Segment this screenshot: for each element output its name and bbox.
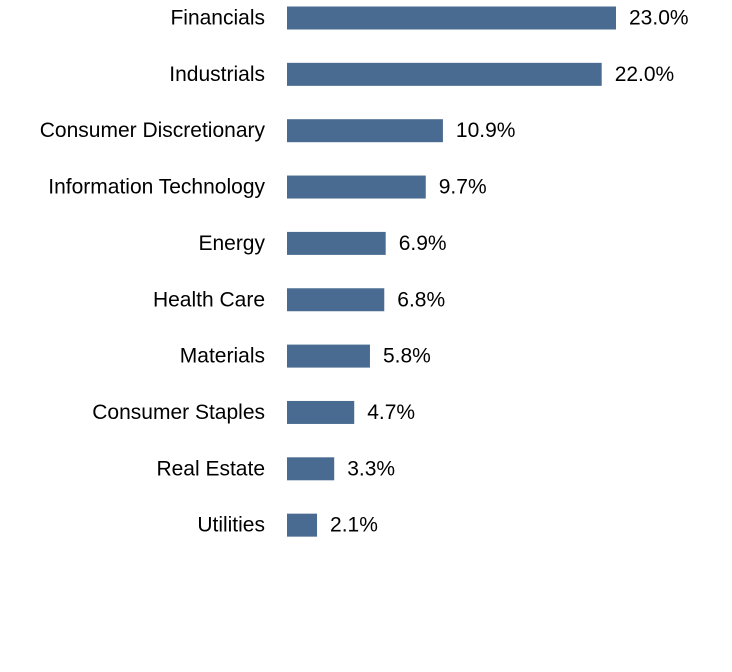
bar <box>287 400 355 424</box>
bar <box>287 119 443 143</box>
value-label: 10.9% <box>456 119 516 142</box>
category-label: Utilities <box>197 514 265 537</box>
category-label: Information Technology <box>48 176 265 199</box>
value-label: 3.3% <box>347 457 395 480</box>
category-label: Financials <box>170 7 265 30</box>
category-label: Health Care <box>153 288 265 311</box>
value-label: 22.0% <box>615 63 675 86</box>
value-label: 6.9% <box>399 232 447 255</box>
value-label: 6.8% <box>397 288 445 311</box>
bar <box>287 6 616 30</box>
value-label: 9.7% <box>439 176 487 199</box>
value-label: 23.0% <box>629 7 689 30</box>
category-label: Industrials <box>169 63 265 86</box>
bar <box>287 62 602 86</box>
bar <box>287 457 335 481</box>
bar <box>287 344 370 368</box>
bar <box>287 175 426 199</box>
category-label: Consumer Discretionary <box>40 119 266 142</box>
category-label: Consumer Staples <box>92 401 265 424</box>
value-label: 2.1% <box>330 514 378 537</box>
bar <box>287 513 318 537</box>
category-label: Energy <box>198 232 265 255</box>
category-label: Materials <box>180 345 265 368</box>
value-label: 4.7% <box>367 401 415 424</box>
bar <box>287 288 385 312</box>
bar <box>287 231 386 255</box>
category-label: Real Estate <box>156 457 265 480</box>
value-label: 5.8% <box>383 345 431 368</box>
